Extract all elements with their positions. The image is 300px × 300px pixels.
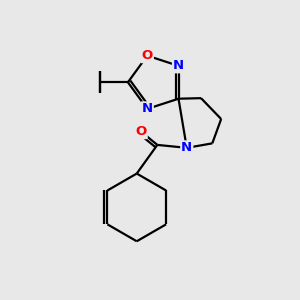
Text: N: N (181, 141, 192, 154)
Text: N: N (173, 59, 184, 72)
Text: O: O (142, 49, 153, 62)
Text: N: N (142, 102, 153, 116)
Text: O: O (136, 125, 147, 138)
